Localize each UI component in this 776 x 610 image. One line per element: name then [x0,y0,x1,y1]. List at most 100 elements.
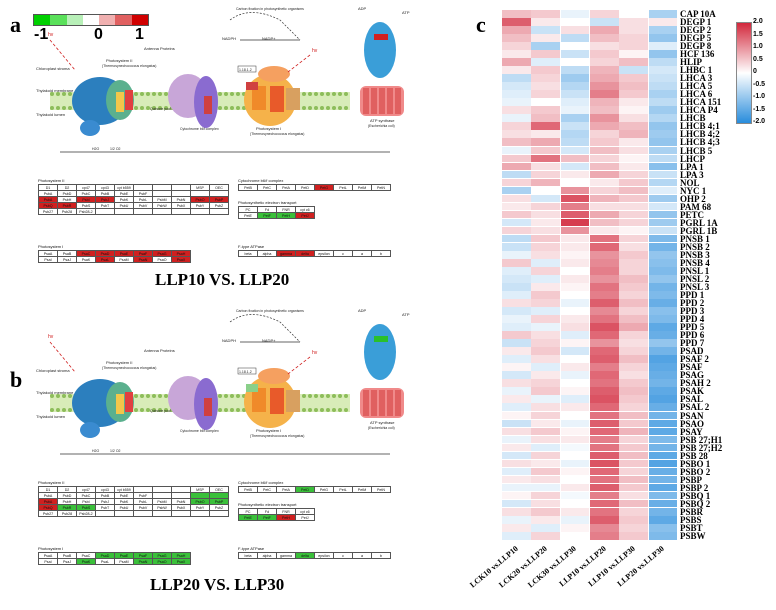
heatmap-cell [648,26,678,34]
psi-table-title: Photosystem I [38,546,64,551]
heatmap-cell [648,42,678,50]
heatmap-cell [619,395,649,404]
legend-swatch [131,15,148,25]
label-lumen: Thylakoid lumen [36,414,65,419]
heatmap-cell [619,443,649,452]
light-arrow-psii [49,39,76,71]
lipid-head [218,92,222,96]
label-atp-synthase: ATP synthase [370,118,395,123]
heatmap-cell [619,146,649,155]
gene-cell: a [352,552,372,559]
heatmap-cell [560,323,590,331]
heatmap-cell [648,395,678,404]
gene-cell: PetC [257,486,277,493]
heatmap-cell [531,26,561,34]
atp-table-title: F-type ATPase [238,244,265,249]
heatmap-cell [531,162,561,171]
heatmap-cell [648,339,678,347]
lipid-head [218,408,222,412]
gene-cell: PsaJ [57,256,77,263]
heatmap-cell [619,283,649,291]
gene-cell: PsaJ [57,558,77,565]
lipid-head [314,92,318,96]
label-psi-sub: (Thermosynechococcus elongatus) [250,132,304,136]
heatmap-cell [560,130,590,139]
heatmap-row-label: PGRL 1B [680,225,718,236]
heatmap-cell [502,339,531,347]
carbon-link [229,314,301,343]
label-atp: ATP [402,10,410,15]
heatmap-cell [531,331,561,339]
lipid-head [326,394,330,398]
atp-c-ring [363,88,369,114]
gene-tables-b: Photosystem II D1 D2 cp47 cp43 cyt b559 MSP OEC… [38,480,458,575]
gene-cell: PsaM [114,558,134,565]
psi-table-title: Photosystem I [38,244,64,249]
gene-cell: PetD [295,486,315,493]
heatmap-cell [648,435,678,444]
heatmap-cell [619,347,649,355]
heatmap-cell [590,387,619,396]
label-atp-synthase: ATP synthase [370,420,395,425]
gene-cell: PetJ [295,212,315,219]
heatmap-cell [531,435,561,444]
lipid-head [56,106,60,110]
gene-cell: PetC [257,184,277,191]
heatmap-cell [590,523,619,532]
heatmap-cell [590,483,619,492]
gene-cell: Psb28 [57,510,77,517]
heatmap-cell [560,355,590,363]
heatmap-cell [619,491,649,500]
heatmap-cell [560,258,590,267]
heatmap-cell [648,138,678,147]
gene-cell: PsaK [76,558,96,565]
heatmap-cell [531,74,561,82]
heatmap-row-label: PSBT [680,522,703,533]
lipid-head [62,106,66,110]
gene-cell: delta [295,552,315,559]
lipid-head [134,408,138,412]
heatmap-cell [648,194,678,203]
heatmap-cell [502,331,531,339]
heatmap-cell [531,347,561,355]
heatmap-cell [648,146,678,155]
heatmap-cell [648,459,678,468]
lipid-head [332,394,336,398]
gene-row: PsaI PsaJ PsaK PsaL PsaM PsaN PsaO PsaX [38,256,191,263]
legend-label-pos: 1 [135,26,144,43]
heatmap-cell [648,130,678,139]
heatmap-cell [648,218,678,227]
lipid-head [140,106,144,110]
heatmap-cell [619,114,649,123]
heatmap-row-label: DEGP 8 [680,41,712,52]
psii-gene-table: D1 D2 cp47 cp43 cyt b559 MSP OEC PsbA PsbD PsbC Ps… [38,486,229,517]
heatmap-cell [619,451,649,460]
gene-cell: alpha [257,552,277,559]
pet-gene-table: PC Fd FNR cyt c6 PetE PetF PetH PetJ [238,508,315,521]
heatmap-cell [560,122,590,131]
heatmap-cell [531,411,561,420]
atp-c-ring [395,390,401,416]
heatmap-cell [619,50,649,58]
ec-box [237,367,257,375]
gene-cell: alpha [257,250,277,257]
heatmap-cell [590,515,619,524]
lipid-head [338,92,342,96]
atp-gene-table: beta alpha gamma delta epsilon c a b [238,552,391,559]
heatmap-cell [560,395,590,404]
heatmap-row-label: LHCB 4;3 [680,137,720,148]
heatmap-cell [648,66,678,74]
lipid-head [68,394,72,398]
heatmap-cell [590,98,619,106]
carbon-link [229,12,301,41]
lipid-head [50,106,54,110]
gene-cell: PsaO [152,558,172,565]
heatmap-cell [502,379,531,388]
lipid-head [158,92,162,96]
gene-cell: PsaL [95,256,115,263]
heatmap-row-label: LHBC 1 [680,65,713,76]
heatmap-row-label: PNSB 2 [680,241,710,252]
label-nadph: NADPH [222,338,236,343]
heatmap-cell [619,218,649,227]
heatmap-cell [590,443,619,452]
